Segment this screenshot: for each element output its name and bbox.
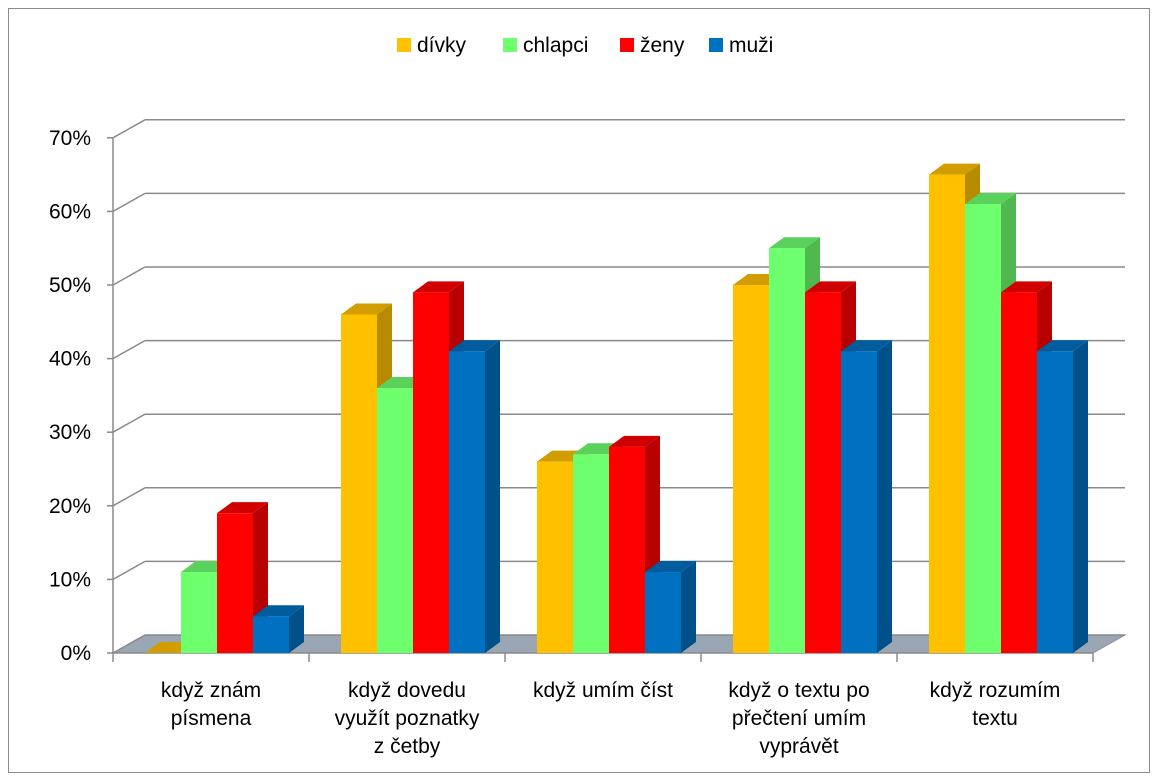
bar-top <box>253 605 304 617</box>
bar-side <box>289 605 304 653</box>
gridline-depth <box>112 339 146 360</box>
bar <box>769 248 805 653</box>
legend-swatch <box>397 38 411 52</box>
bar <box>645 572 681 653</box>
gridline-depth <box>112 634 146 654</box>
bar <box>217 513 253 653</box>
bar <box>965 204 1001 654</box>
bar <box>341 314 377 653</box>
bar <box>1037 351 1073 653</box>
x-category-label: když rozumím textu <box>930 679 1061 730</box>
y-tick-label: 70% <box>49 127 91 150</box>
bar <box>449 351 485 653</box>
bar-top <box>805 281 856 293</box>
bar-top <box>841 340 892 352</box>
x-category-label-line: využít poznatky <box>335 707 480 730</box>
gridline-depth <box>112 487 146 507</box>
gridline-depth <box>112 560 146 581</box>
y-tick-label: 0% <box>61 642 91 665</box>
x-category-label-line: když rozumím <box>930 679 1061 702</box>
bar-top <box>217 502 268 514</box>
bar <box>841 351 877 653</box>
bar-top <box>1037 340 1088 352</box>
bar-side <box>485 340 500 653</box>
bar <box>609 446 645 653</box>
x-category-label-line: textu <box>972 707 1018 730</box>
x-category-label: když dovedu využít poznatky z četby <box>335 679 480 758</box>
legend-label: ženy <box>640 34 685 57</box>
x-category-label: když znám písmena <box>161 679 261 730</box>
bar-top <box>769 237 820 249</box>
y-tick-label: 20% <box>49 495 91 518</box>
y-tick-label: 50% <box>49 274 91 297</box>
bar-side <box>877 340 892 653</box>
bar-side <box>681 561 696 653</box>
bar-top <box>645 561 696 573</box>
gridline-depth <box>112 413 146 433</box>
bar <box>537 461 573 653</box>
gridline-depth <box>112 192 146 213</box>
bar-top <box>965 193 1016 205</box>
x-category-label-line: z četby <box>374 735 441 758</box>
gridline-depth <box>112 119 146 139</box>
x-category-label-line: vyprávět <box>759 735 839 758</box>
x-category-label-line: když dovedu <box>348 679 466 702</box>
legend-swatch <box>620 38 634 52</box>
bar <box>929 174 965 653</box>
gridline-depth <box>112 266 146 286</box>
x-category-label-line: když znám <box>161 679 261 702</box>
bar-top <box>413 281 464 293</box>
bar <box>413 292 449 653</box>
bar <box>181 572 217 653</box>
y-tick-label: 60% <box>49 200 91 223</box>
y-tick-label: 30% <box>49 421 91 444</box>
x-category-label-line: když umím číst <box>533 679 673 702</box>
bar <box>733 285 769 653</box>
bar <box>253 616 289 653</box>
bar-top <box>341 303 392 315</box>
bar-top <box>609 435 660 447</box>
bar <box>377 388 413 653</box>
legend-label: dívky <box>417 34 467 57</box>
legend-swatch <box>709 38 723 52</box>
bar-top <box>1001 281 1052 293</box>
bar <box>573 454 609 653</box>
y-tick-label: 40% <box>49 348 91 371</box>
bar <box>1001 292 1037 653</box>
legend-label: muži <box>729 34 773 57</box>
x-category-label-line: přečtení umím <box>732 707 866 730</box>
legend-label: chlapci <box>523 34 588 57</box>
bar-top <box>449 340 500 352</box>
bar-top <box>929 163 980 175</box>
y-tick-label: 10% <box>49 568 91 591</box>
x-category-label-line: když o textu po <box>728 679 869 702</box>
bar <box>805 292 841 653</box>
legend-swatch <box>503 38 517 52</box>
x-category-label: když umím číst <box>533 679 673 702</box>
x-category-label-line: písmena <box>171 707 252 730</box>
x-category-label: když o textu po přečtení umím vyprávět <box>728 679 869 758</box>
bar-side <box>1073 340 1088 653</box>
